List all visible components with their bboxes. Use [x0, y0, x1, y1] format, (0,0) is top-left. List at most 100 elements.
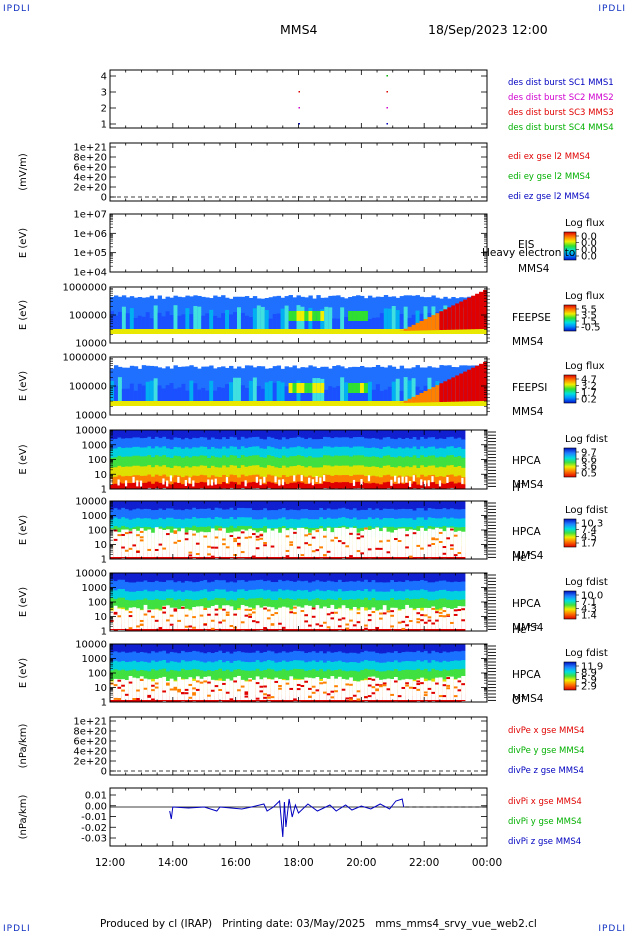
spectrum-cell [270, 456, 275, 467]
spectrum-cell [386, 582, 391, 592]
empty-bin [352, 606, 358, 629]
sparse-count [233, 554, 238, 557]
spectrum-cell [188, 573, 193, 582]
spectrum-cell [390, 466, 395, 477]
spectrum-cell [166, 508, 171, 519]
spectrum-cell [403, 328, 409, 331]
empty-bin [263, 606, 268, 629]
spectrum-cell [151, 573, 156, 583]
spectrum-cell [360, 474, 365, 483]
sparse-count [412, 686, 417, 689]
spectrum-cell [110, 401, 115, 406]
spectrum-cell [121, 306, 127, 329]
spectrum-cell [288, 311, 293, 321]
spectrum-cell [405, 518, 410, 528]
sparse-count [151, 698, 155, 701]
spectrum-cell [308, 519, 313, 529]
spectrum-cell [124, 456, 130, 467]
spectrum-cell [117, 661, 122, 671]
sparse-count [304, 542, 309, 545]
spectrum-cell [177, 482, 182, 490]
empty-bin [412, 529, 417, 557]
sparse-count [113, 612, 118, 615]
sparse-count [274, 680, 279, 683]
spectrum-cell [367, 517, 372, 527]
spectrum-cell [259, 579, 264, 590]
spectrum-cell [272, 313, 278, 329]
spectrum-cell [438, 573, 443, 582]
spectrum-cell [457, 455, 462, 467]
spectrum-cell [304, 457, 309, 468]
sparse-count [337, 618, 342, 621]
spectrum-cell [203, 455, 208, 467]
spectrum-cell [153, 329, 159, 334]
spectrum-cell [244, 438, 249, 449]
spectrum-cell [457, 509, 462, 520]
spectrum-cell [173, 652, 178, 663]
spectrum-cell [252, 670, 257, 681]
empty-bin [124, 610, 130, 629]
spectrum-cell [218, 430, 223, 440]
spectrum-cell [315, 430, 320, 440]
spectrum-cell [266, 446, 272, 456]
spectrum-cell [266, 580, 272, 591]
spectrum-cell [121, 448, 126, 458]
spectrum-cell [195, 651, 201, 662]
spectrum-cell [311, 651, 316, 661]
spectrum-cell [259, 438, 264, 449]
instrument-label: MMS4 [512, 622, 544, 634]
colorbar-tick-label: 1.7 [581, 388, 597, 399]
spectrum-cell [375, 508, 380, 519]
spectrum-cell [222, 598, 227, 609]
spectrum-cell [423, 438, 429, 449]
spectrum-cell [184, 466, 189, 477]
spectrum-cell [341, 573, 346, 583]
empty-bin [132, 529, 137, 557]
spectrum-cell [139, 430, 145, 439]
sparse-count [207, 553, 211, 556]
spectrum-cell [207, 652, 212, 662]
spectrum-cell [292, 329, 297, 334]
spectrum-cell [240, 589, 245, 599]
spectrum-cell [252, 519, 257, 529]
spectrum-cell [252, 455, 257, 466]
empty-bin [173, 607, 178, 629]
empty-bin [233, 677, 238, 700]
spectrum-cell [315, 439, 320, 450]
spectrum-cell [304, 662, 309, 672]
spectrum-cell [225, 467, 230, 478]
spectrum-cell [203, 597, 208, 609]
spectrum-cell [397, 466, 402, 476]
colorbar-tick-label: 1.7 [581, 539, 597, 550]
spectrum-cell [420, 465, 425, 476]
spectrum-cell [461, 467, 466, 478]
spectrum-cell [252, 661, 257, 671]
sparse-count [222, 543, 226, 546]
sparse-count [117, 697, 122, 700]
spectrum-cell [268, 329, 274, 334]
spectrum-cell [408, 661, 414, 671]
spectrum-cell [192, 466, 197, 476]
y-tick-label: 10000 [75, 411, 107, 422]
spectrum-cell [169, 430, 174, 441]
spectrum-cell [192, 668, 197, 680]
spectrum-cell [280, 308, 286, 329]
spectrum-cell [169, 651, 174, 662]
spectrum-cell [364, 447, 369, 457]
spectrum-cell [439, 311, 444, 331]
spectrum-cell [158, 669, 163, 680]
empty-bin [117, 608, 122, 629]
spectrum-cell [311, 590, 316, 600]
spectrum-cell [386, 661, 391, 671]
spectrum-cell [356, 510, 361, 521]
spectrum-cell [352, 465, 358, 476]
spectrum-cell [356, 573, 361, 582]
spectrum-cell [308, 600, 313, 611]
empty-bin [323, 530, 328, 557]
empty-bin [390, 607, 395, 629]
spectrum-cell [188, 661, 193, 671]
spectrum-cell [132, 501, 137, 510]
empty-bin [311, 607, 316, 629]
spectrum-cell [304, 467, 309, 478]
